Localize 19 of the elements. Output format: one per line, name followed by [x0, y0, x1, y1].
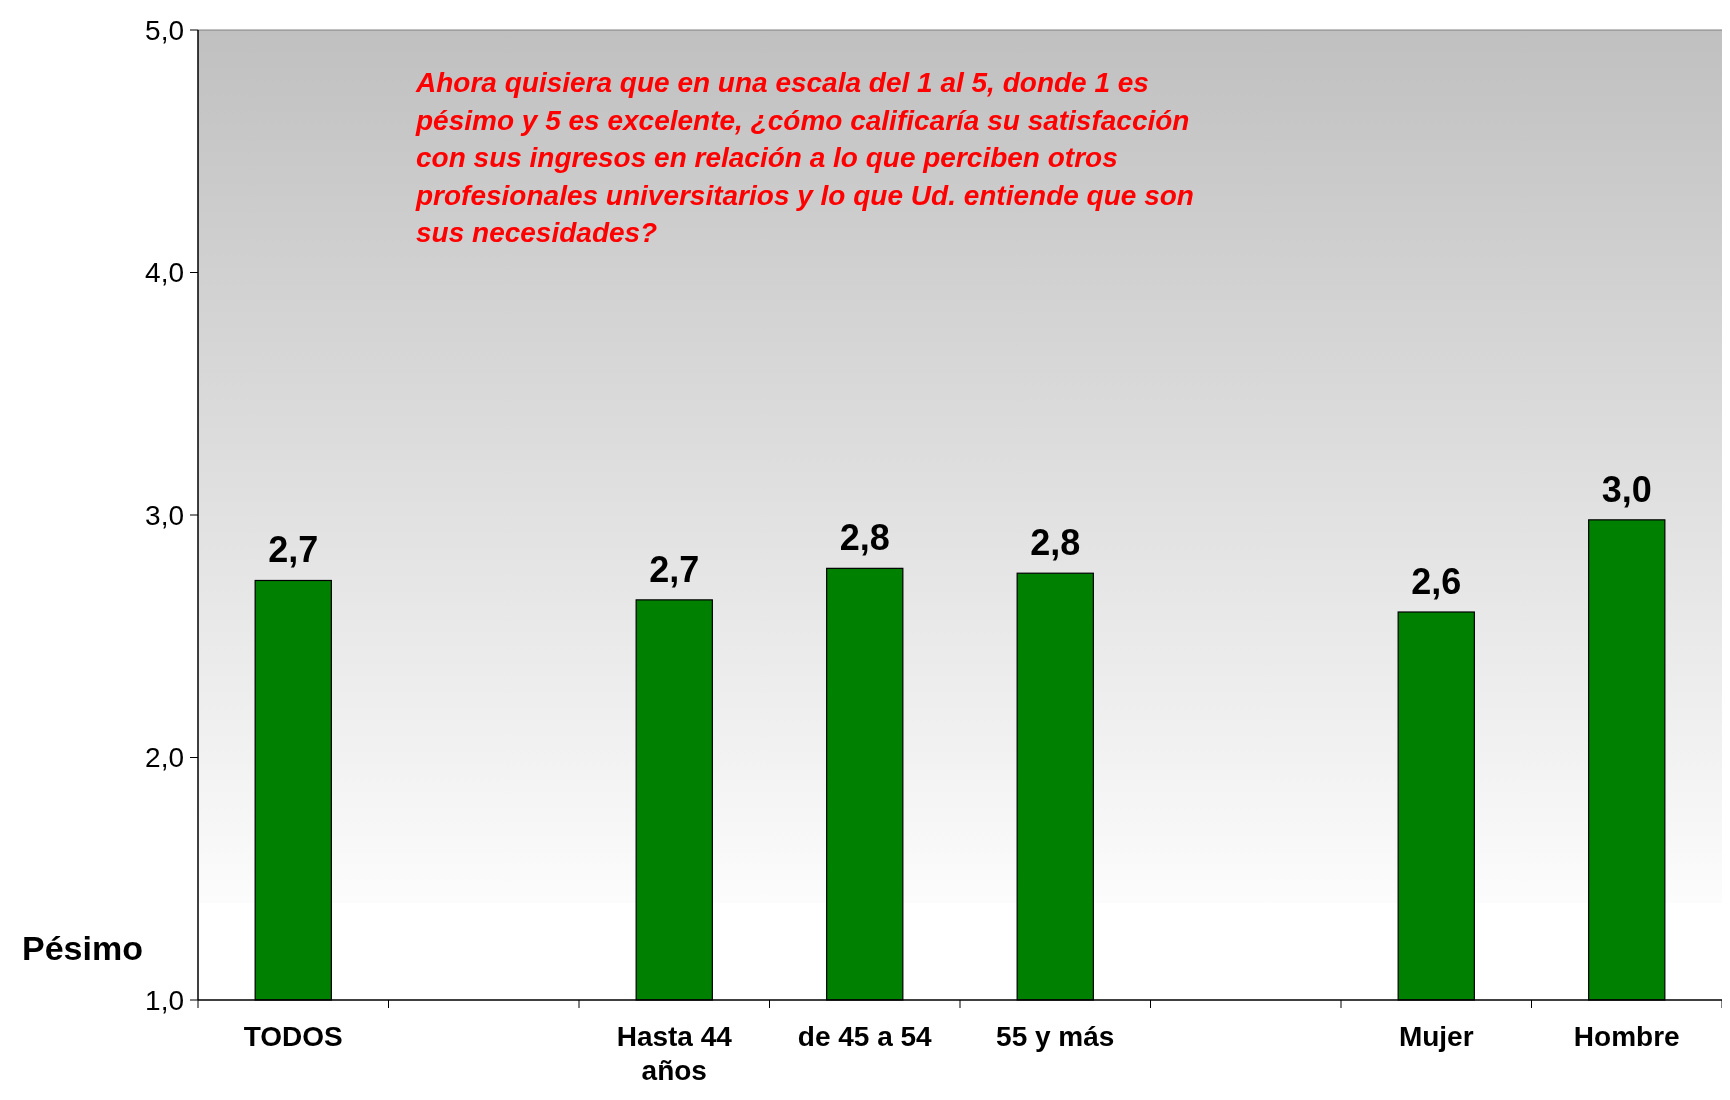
data-label: 2,8: [839, 517, 890, 559]
y-tick-label: 3,0: [145, 499, 184, 531]
text: Pésimo: [22, 929, 143, 967]
y-tick-label: 1,0: [145, 984, 184, 1016]
data-label: 3,0: [1601, 468, 1652, 510]
x-tick-label: Hasta 44 años: [616, 1021, 733, 1086]
x-tick-label: Mujer: [1398, 1021, 1474, 1052]
y-tick-label: 4,0: [145, 257, 184, 289]
x-tick-label: de 45 a 54: [797, 1021, 933, 1052]
annotation: Ahora quisiera que en una escala del 1 al 5, donde 1 es pésimo y 5 es excelente, ¿cómo calificaría su satisfacción con sus ingresos en relación a lo que perciben otros profesionales universitarios y lo que Ud. entiende que son sus necesidades?: [415, 67, 1194, 248]
x-tick-label: 55 y más: [996, 1021, 1115, 1052]
y-tick-label: 2,0: [145, 742, 184, 774]
y-tick-label: 5,0: [145, 14, 184, 46]
data-label: 2,7: [649, 548, 700, 590]
x-tick-label: TODOS: [243, 1021, 343, 1052]
data-label: 2,7: [268, 529, 319, 571]
data-label: 2,8: [1030, 522, 1081, 564]
data-label: 2,6: [1411, 561, 1462, 602]
x-tick-label: Hombre: [1573, 1021, 1680, 1052]
